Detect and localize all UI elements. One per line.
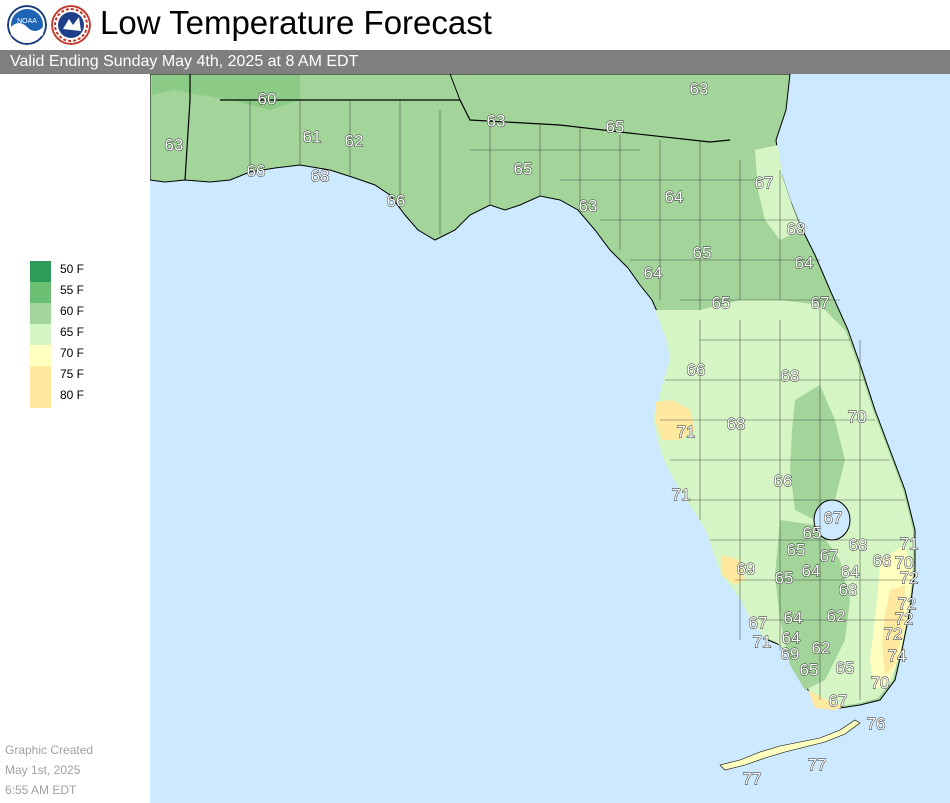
temperature-label: 65 xyxy=(693,243,712,262)
legend-label: 55 F xyxy=(60,283,85,297)
temperature-label: 68 xyxy=(727,414,746,433)
temperature-label: 72 xyxy=(900,568,919,587)
temperature-label: 70 xyxy=(848,407,867,426)
legend-label: 65 F xyxy=(60,325,85,339)
temperature-label: 71 xyxy=(672,485,691,504)
band-65-northeast xyxy=(755,145,802,240)
temperature-label: 64 xyxy=(784,608,803,627)
temperature-label: 64 xyxy=(665,187,684,206)
florida-keys xyxy=(719,719,861,771)
temperature-label: 77 xyxy=(743,769,762,788)
state-border-west xyxy=(184,74,191,181)
temperature-label: 66 xyxy=(387,191,406,210)
forecast-map[interactable]: 60 63 63 65 61 62 63 66 68 66 65 63 64 67 68 65 64 64 65 67… xyxy=(150,74,950,803)
temperature-label: 64 xyxy=(644,263,663,282)
temperature-label: 74 xyxy=(888,646,907,665)
valid-time-text: Valid Ending Sunday May 4th, 2025 at 8 A… xyxy=(10,53,359,70)
legend-label: 75 F xyxy=(60,367,85,381)
legend-swatch xyxy=(30,366,51,387)
temperature-label: 67 xyxy=(820,546,839,565)
temperature-label: 63 xyxy=(690,79,709,98)
noaa-logo-icon: NOAA xyxy=(7,5,47,45)
temperature-label: 63 xyxy=(165,135,184,154)
temperature-label: 64 xyxy=(802,561,821,580)
temperature-label: 64 xyxy=(795,253,814,272)
legend-swatch xyxy=(30,303,51,324)
temperature-label: 72 xyxy=(898,594,917,613)
state-border-ga xyxy=(449,74,461,101)
temperature-label: 65 xyxy=(712,293,731,312)
temperature-label: 65 xyxy=(836,658,855,677)
temperature-label: 67 xyxy=(749,613,768,632)
temperature-label: 65 xyxy=(514,159,533,178)
legend-label: 70 F xyxy=(60,346,85,360)
temperature-label: 66 xyxy=(247,161,266,180)
nws-logo-icon xyxy=(51,5,91,45)
temperature-label: 67 xyxy=(755,173,774,192)
temperature-label: 70 xyxy=(895,553,914,572)
footer: Graphic Created May 1st, 2025 6:55 AM ED… xyxy=(5,740,93,800)
temperature-label: 69 xyxy=(737,559,756,578)
temperature-label: 67 xyxy=(811,293,830,312)
legend-swatch xyxy=(30,324,51,345)
valid-time-bar: Valid Ending Sunday May 4th, 2025 at 8 A… xyxy=(0,50,950,74)
band-75-sw-coast xyxy=(722,555,745,585)
temperature-label: 65 xyxy=(803,523,822,542)
temperature-label: 68 xyxy=(311,166,330,185)
temperature-label: 68 xyxy=(781,366,800,385)
legend-swatch xyxy=(30,261,51,282)
temperature-label: 76 xyxy=(867,714,886,733)
temperature-label: 72 xyxy=(895,609,914,628)
temperature-label: 66 xyxy=(687,360,706,379)
temperature-label: 65 xyxy=(606,117,625,136)
header: NOAA Low Temperature Forecast xyxy=(0,0,950,50)
county-lines xyxy=(249,100,912,700)
band-60-interior-a xyxy=(790,385,845,520)
temperature-label: 77 xyxy=(808,755,827,774)
page-title: Low Temperature Forecast xyxy=(100,4,492,41)
temperature-label: 66 xyxy=(774,471,793,490)
temperature-label: 67 xyxy=(829,691,848,710)
svg-text:NOAA: NOAA xyxy=(17,18,37,25)
legend-label: 60 F xyxy=(60,304,85,318)
footer-line-2: May 1st, 2025 xyxy=(5,763,81,777)
temperature-label: 69 xyxy=(781,644,800,663)
legend-swatch xyxy=(30,282,51,303)
temperature-label: 71 xyxy=(677,422,696,441)
temperature-label: 68 xyxy=(787,219,806,238)
temperature-label: 68 xyxy=(849,535,868,554)
legend-swatch xyxy=(30,387,51,408)
temperature-label: 62 xyxy=(827,606,846,625)
temperature-label: 65 xyxy=(775,568,794,587)
temperature-label: 64 xyxy=(841,562,860,581)
temperature-label: 64 xyxy=(782,628,801,647)
temperature-label: 62 xyxy=(812,638,831,657)
temperature-label: 70 xyxy=(871,673,890,692)
temperature-label: 72 xyxy=(884,624,903,643)
legend-label: 80 F xyxy=(60,388,85,402)
band-75-tip xyxy=(808,690,845,710)
legend-swatch xyxy=(30,345,51,366)
temperature-label: 63 xyxy=(579,196,598,215)
temperature-label: 66 xyxy=(873,551,892,570)
footer-line-1: Graphic Created xyxy=(5,743,94,757)
temperature-label: 65 xyxy=(800,660,819,679)
footer-line-3: 6:55 AM EDT xyxy=(5,783,77,797)
temperature-label: 61 xyxy=(303,127,322,146)
band-55-north xyxy=(152,75,300,110)
temperature-label: 68 xyxy=(839,580,858,599)
temperature-label: 67 xyxy=(824,508,843,527)
legend-label: 50 F xyxy=(60,262,85,276)
band-60-interior-b xyxy=(775,520,850,690)
temperature-label: 71 xyxy=(900,534,919,553)
temperature-label: 65 xyxy=(787,540,806,559)
temperature-label: 62 xyxy=(345,131,364,150)
temperature-label: 63 xyxy=(487,111,506,130)
band-75-southeast xyxy=(882,585,905,675)
temperature-label: 60 xyxy=(258,89,277,108)
temperature-label: 71 xyxy=(753,632,772,651)
